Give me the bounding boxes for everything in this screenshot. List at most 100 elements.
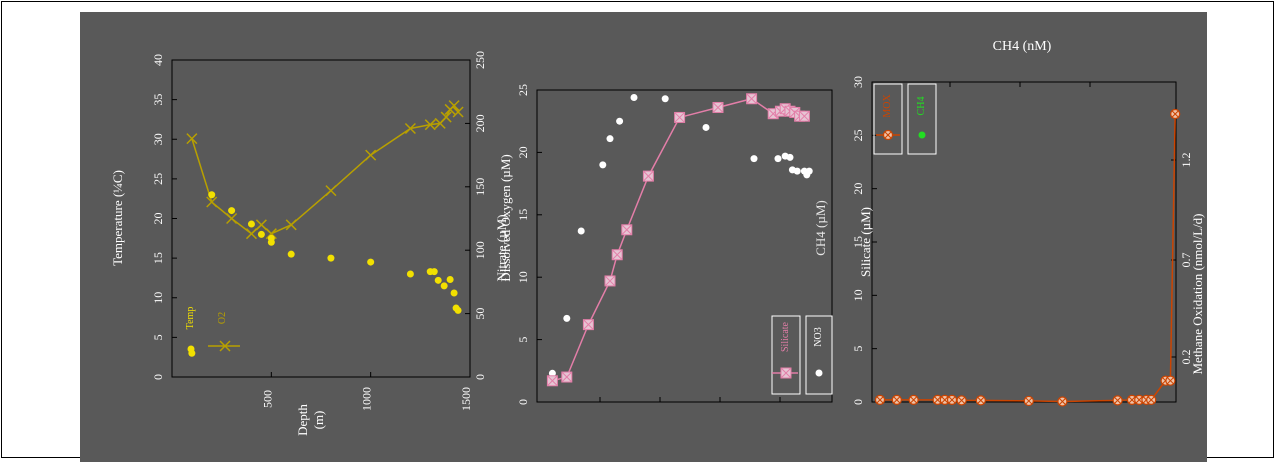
panel2-left-tick-label: 0 bbox=[516, 399, 530, 405]
panel1-left-tick-label: 30 bbox=[151, 133, 165, 145]
legend-no3-box bbox=[805, 315, 833, 395]
panel1-x-tick-label: 1000 bbox=[360, 387, 374, 411]
o2-point bbox=[245, 228, 257, 240]
panel1-left-tick-label: 20 bbox=[151, 213, 165, 225]
panel2-left-tick-label: 25 bbox=[516, 84, 530, 96]
panel1-xlabel-line1: Depth bbox=[295, 404, 310, 436]
silicate-point bbox=[746, 93, 758, 105]
temp-point bbox=[257, 230, 265, 238]
mox-point bbox=[975, 395, 986, 406]
panel-temperature-oxygen: 0 5 10 15 20 25 30 35 40 0 50 100 150 200 250 500 1000 15… bbox=[110, 51, 513, 436]
panel2-left-tick-label: 15 bbox=[516, 209, 530, 221]
panel3-left-tick-label: 30 bbox=[851, 76, 865, 88]
o2-point bbox=[404, 122, 416, 135]
o2-point bbox=[325, 185, 337, 197]
o2-point bbox=[186, 133, 198, 145]
panel3-left-tick-label: 25 bbox=[851, 129, 865, 141]
no3-point bbox=[606, 135, 614, 143]
o2-point bbox=[448, 100, 460, 112]
no3-point bbox=[577, 227, 585, 235]
o2-point bbox=[206, 196, 218, 208]
no3-point bbox=[630, 93, 638, 101]
panel3-ylabel-right: Methane Oxidation (nmol/L/d) bbox=[1190, 213, 1205, 374]
legend-o2-marker bbox=[208, 340, 240, 352]
temp-point bbox=[287, 250, 295, 258]
mox-point bbox=[1170, 108, 1181, 120]
legend-silicate-box bbox=[771, 315, 801, 395]
o2-series-line bbox=[191, 104, 459, 235]
temp-point bbox=[247, 220, 255, 228]
silicate-point bbox=[546, 375, 558, 387]
silicate-point bbox=[621, 224, 633, 236]
legend-mox-marker bbox=[876, 129, 900, 141]
panel1-right-tick-label: 0 bbox=[473, 374, 487, 380]
panel1-right-tick-label: 50 bbox=[473, 308, 487, 320]
panel1-left-tick-label: 10 bbox=[151, 292, 165, 304]
temp-point bbox=[446, 276, 454, 284]
panel2-ylabel-right: CH4 (µM) bbox=[813, 200, 828, 256]
legend-no3-marker bbox=[815, 369, 823, 377]
o2-point bbox=[452, 106, 464, 118]
o2-point bbox=[440, 111, 452, 123]
temp-point bbox=[440, 282, 448, 290]
panel1-right-tick-label: 250 bbox=[473, 51, 487, 69]
panel1-right-tick-label: 100 bbox=[473, 241, 487, 259]
mox-point bbox=[1057, 396, 1068, 407]
mox-point bbox=[874, 394, 886, 405]
temp-point bbox=[327, 254, 335, 262]
panel2-frame bbox=[536, 89, 833, 403]
mox-point bbox=[891, 394, 902, 405]
silicate-point bbox=[642, 170, 654, 182]
no3-point bbox=[702, 123, 710, 131]
temp-point bbox=[454, 306, 462, 314]
no3-point bbox=[793, 167, 801, 175]
temp-point bbox=[450, 289, 458, 297]
panel3-left-tick-label: 5 bbox=[851, 346, 865, 352]
silicate-point bbox=[798, 110, 810, 122]
panel2-ylabel-left: Nitrate (µM) bbox=[494, 214, 509, 281]
legend-o2-label: O2 bbox=[217, 312, 228, 324]
panel1-left-tick-label: 15 bbox=[151, 252, 165, 264]
legend-silicate-label: Silicate bbox=[780, 321, 791, 352]
panel1-x-tick-label: 500 bbox=[260, 390, 274, 408]
panel3-left-tick-label: 10 bbox=[851, 289, 865, 301]
no3-point bbox=[616, 117, 624, 125]
panel1-left-tick-label: 25 bbox=[151, 173, 165, 185]
mox-point bbox=[1165, 375, 1176, 386]
no3-point bbox=[786, 153, 794, 161]
temp-point bbox=[228, 207, 236, 215]
panel3-ylabel-left: Silicate (µM) bbox=[858, 207, 873, 277]
silicate-point bbox=[561, 371, 573, 383]
o2-point bbox=[424, 119, 436, 131]
silicate-point bbox=[674, 111, 686, 123]
no3-point bbox=[599, 161, 607, 169]
silicate-point bbox=[604, 275, 616, 287]
o2-point bbox=[255, 219, 267, 231]
mox-point bbox=[1112, 395, 1123, 406]
legend-silicate-marker bbox=[772, 367, 798, 379]
temp-point bbox=[208, 191, 216, 199]
panel3-left-tick-label: 0 bbox=[851, 399, 865, 405]
panel3-right-tick-label: 1.2 bbox=[1179, 153, 1193, 168]
mox-series-line bbox=[880, 113, 1176, 403]
legend-mox-box bbox=[873, 83, 903, 155]
no3-point bbox=[805, 167, 813, 175]
o2-point bbox=[365, 149, 377, 161]
temp-point bbox=[430, 268, 438, 276]
mox-point bbox=[932, 394, 943, 405]
legend-ch4-label: CH4 bbox=[916, 97, 927, 116]
o2-point bbox=[285, 219, 297, 231]
temp-point bbox=[434, 276, 442, 284]
legend-no3-label: NO3 bbox=[813, 327, 824, 346]
panel3-left-tick-label: 15 bbox=[851, 236, 865, 248]
legend-temp-label: Temp bbox=[185, 307, 196, 330]
panel1-left-tick-label: 5 bbox=[151, 334, 165, 340]
panel2-left-tick-label: 10 bbox=[516, 271, 530, 283]
mox-point bbox=[956, 395, 967, 406]
temp-point bbox=[367, 258, 375, 266]
o2-point bbox=[226, 212, 238, 225]
panel1-left-tick-label: 0 bbox=[151, 374, 165, 380]
legend-temp-marker bbox=[187, 345, 195, 353]
